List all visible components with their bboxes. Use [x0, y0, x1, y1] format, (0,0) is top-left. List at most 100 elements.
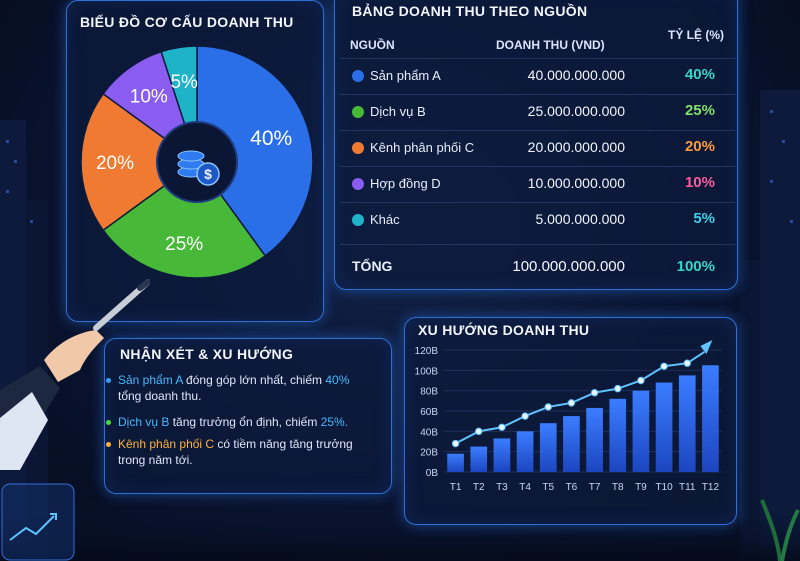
x-tick-label: T4 — [519, 482, 531, 493]
bar — [539, 423, 557, 472]
x-tick-label: T7 — [589, 482, 601, 493]
note-highlight: Kênh phân phối C — [118, 437, 215, 451]
bullet-dot — [106, 378, 111, 383]
y-tick-label: 20B — [420, 448, 438, 459]
pie-slice-label: 5% — [170, 72, 198, 93]
bar — [609, 398, 627, 472]
trend-point — [567, 399, 576, 407]
trend-point — [614, 384, 622, 393]
pie-slice-label: 10% — [130, 87, 168, 108]
bullet-dot — [106, 420, 111, 425]
y-tick-label: 120B — [415, 346, 439, 357]
legend-dot — [352, 214, 364, 226]
notes-panel — [104, 338, 392, 494]
source-percentage: 20% — [684, 138, 715, 155]
svg-text:$: $ — [204, 166, 212, 182]
pie-chart-title: BIỂU ĐỒ CƠ CẤU DOANH THU — [80, 14, 294, 30]
bar — [678, 375, 696, 472]
source-name: Sản phẩm A — [370, 68, 441, 83]
total-label: TỔNG — [352, 258, 393, 274]
table-row: Khác 5.000.000.000 5% — [340, 204, 735, 236]
x-tick-label: T1 — [450, 482, 462, 493]
note-percentage: 25%. — [320, 415, 349, 429]
note-item: Dịch vụ B tăng trưởng ổn định, chiếm 25%… — [106, 414, 380, 430]
y-tick-label: 0B — [426, 468, 439, 479]
plant-decoration — [760, 499, 800, 561]
x-tick-label: T6 — [566, 482, 578, 493]
legend-dot — [352, 106, 364, 118]
trend-arrowhead — [700, 339, 713, 354]
bar — [493, 438, 511, 472]
source-revenue: 25.000.000.000 — [527, 103, 625, 119]
source-percentage: 25% — [684, 102, 715, 119]
source-percentage: 10% — [684, 174, 715, 191]
trend-point — [451, 439, 460, 448]
source-name: Hợp đồng D — [370, 176, 441, 191]
note-item: Sản phẩm A đóng góp lớn nhất, chiếm 40% t… — [106, 372, 380, 404]
source-name: Khác — [370, 212, 400, 227]
row-divider — [340, 166, 735, 167]
x-tick-label: T10 — [655, 482, 673, 493]
coins-dollar-icon: $ — [177, 150, 220, 186]
legend-dot — [352, 142, 364, 154]
mini-growth-panel — [1, 483, 75, 561]
total-percentage: 100% — [676, 258, 715, 275]
note-highlight: Dịch vụ B — [118, 415, 170, 429]
column-header-revenue: DOANH THU (VND) — [496, 38, 605, 52]
source-revenue: 40.000.000.000 — [527, 67, 625, 83]
table-row: Kênh phân phối C 20.000.000.000 20% — [340, 132, 735, 164]
source-name: Dịch vụ B — [370, 104, 426, 119]
note-text: đóng góp lớn nhất, chiếm — [182, 373, 326, 387]
trend-point — [475, 427, 483, 436]
total-revenue: 100.000.000.000 — [512, 258, 625, 275]
bar — [563, 416, 580, 472]
trend-point — [590, 389, 599, 397]
table-row: Hợp đồng D 10.000.000.000 10% — [340, 168, 735, 200]
note-item: Kênh phân phối C có tiềm năng tăng trưởn… — [106, 436, 380, 468]
trend-point — [544, 403, 552, 411]
x-tick-label: T3 — [496, 482, 508, 493]
y-tick-label: 80B — [420, 387, 438, 398]
note-percentage: 40% — [325, 373, 350, 387]
note-text: tổng doanh thu. — [118, 389, 202, 403]
pie-slice-label: 40% — [250, 127, 292, 150]
header-divider — [340, 58, 735, 59]
note-highlight: Sản phẩm A — [118, 373, 183, 387]
trend-chart-title: XU HƯỚNG DOANH THU — [418, 322, 590, 338]
trend-point — [521, 412, 529, 420]
column-header-ratio: TỶ LỆ (%) — [668, 28, 724, 42]
row-divider — [340, 130, 735, 131]
trend-bar-chart: 0B 20B 40B 60B 80B 100B 120B T1 T2 T3 T4 T5 T6 T7 T8 T9… — [415, 339, 722, 493]
total-divider — [340, 244, 735, 245]
table-row: Dịch vụ B 25.000.000.000 25% — [340, 96, 735, 128]
pie-chart: 40% 25% 20% 10%5% $ — [80, 45, 314, 279]
bullet-dot — [106, 442, 111, 447]
y-tick-label: 40B — [420, 427, 438, 438]
trend-line — [455, 351, 705, 445]
bar — [447, 453, 464, 472]
source-revenue: 5.000.000.000 — [535, 211, 625, 227]
source-name: Kênh phân phối C — [370, 140, 475, 155]
bar — [516, 431, 534, 472]
total-row: TỔNG 100.000.000.000 100% — [340, 250, 735, 282]
pie-slice-label: 25% — [165, 234, 203, 255]
note-text: có tiềm năng tăng trưởng — [214, 437, 353, 451]
bar — [586, 407, 603, 472]
source-percentage: 5% — [693, 210, 715, 227]
y-tick-label: 60B — [420, 407, 438, 418]
x-tick-label: T12 — [702, 482, 720, 493]
source-revenue: 20.000.000.000 — [527, 139, 625, 155]
x-tick-label: T2 — [473, 482, 485, 493]
pie-slice-label: 20% — [96, 153, 134, 174]
hand-with-pen-illustration — [0, 279, 150, 470]
row-divider — [340, 94, 735, 95]
trend-point — [637, 376, 645, 385]
bar — [470, 446, 488, 472]
x-tick-label: T9 — [635, 482, 647, 493]
legend-dot — [352, 70, 364, 82]
legend-dot — [352, 178, 364, 190]
source-percentage: 40% — [684, 66, 715, 83]
y-tick-label: 100B — [415, 366, 439, 377]
x-tick-label: T8 — [612, 482, 624, 493]
